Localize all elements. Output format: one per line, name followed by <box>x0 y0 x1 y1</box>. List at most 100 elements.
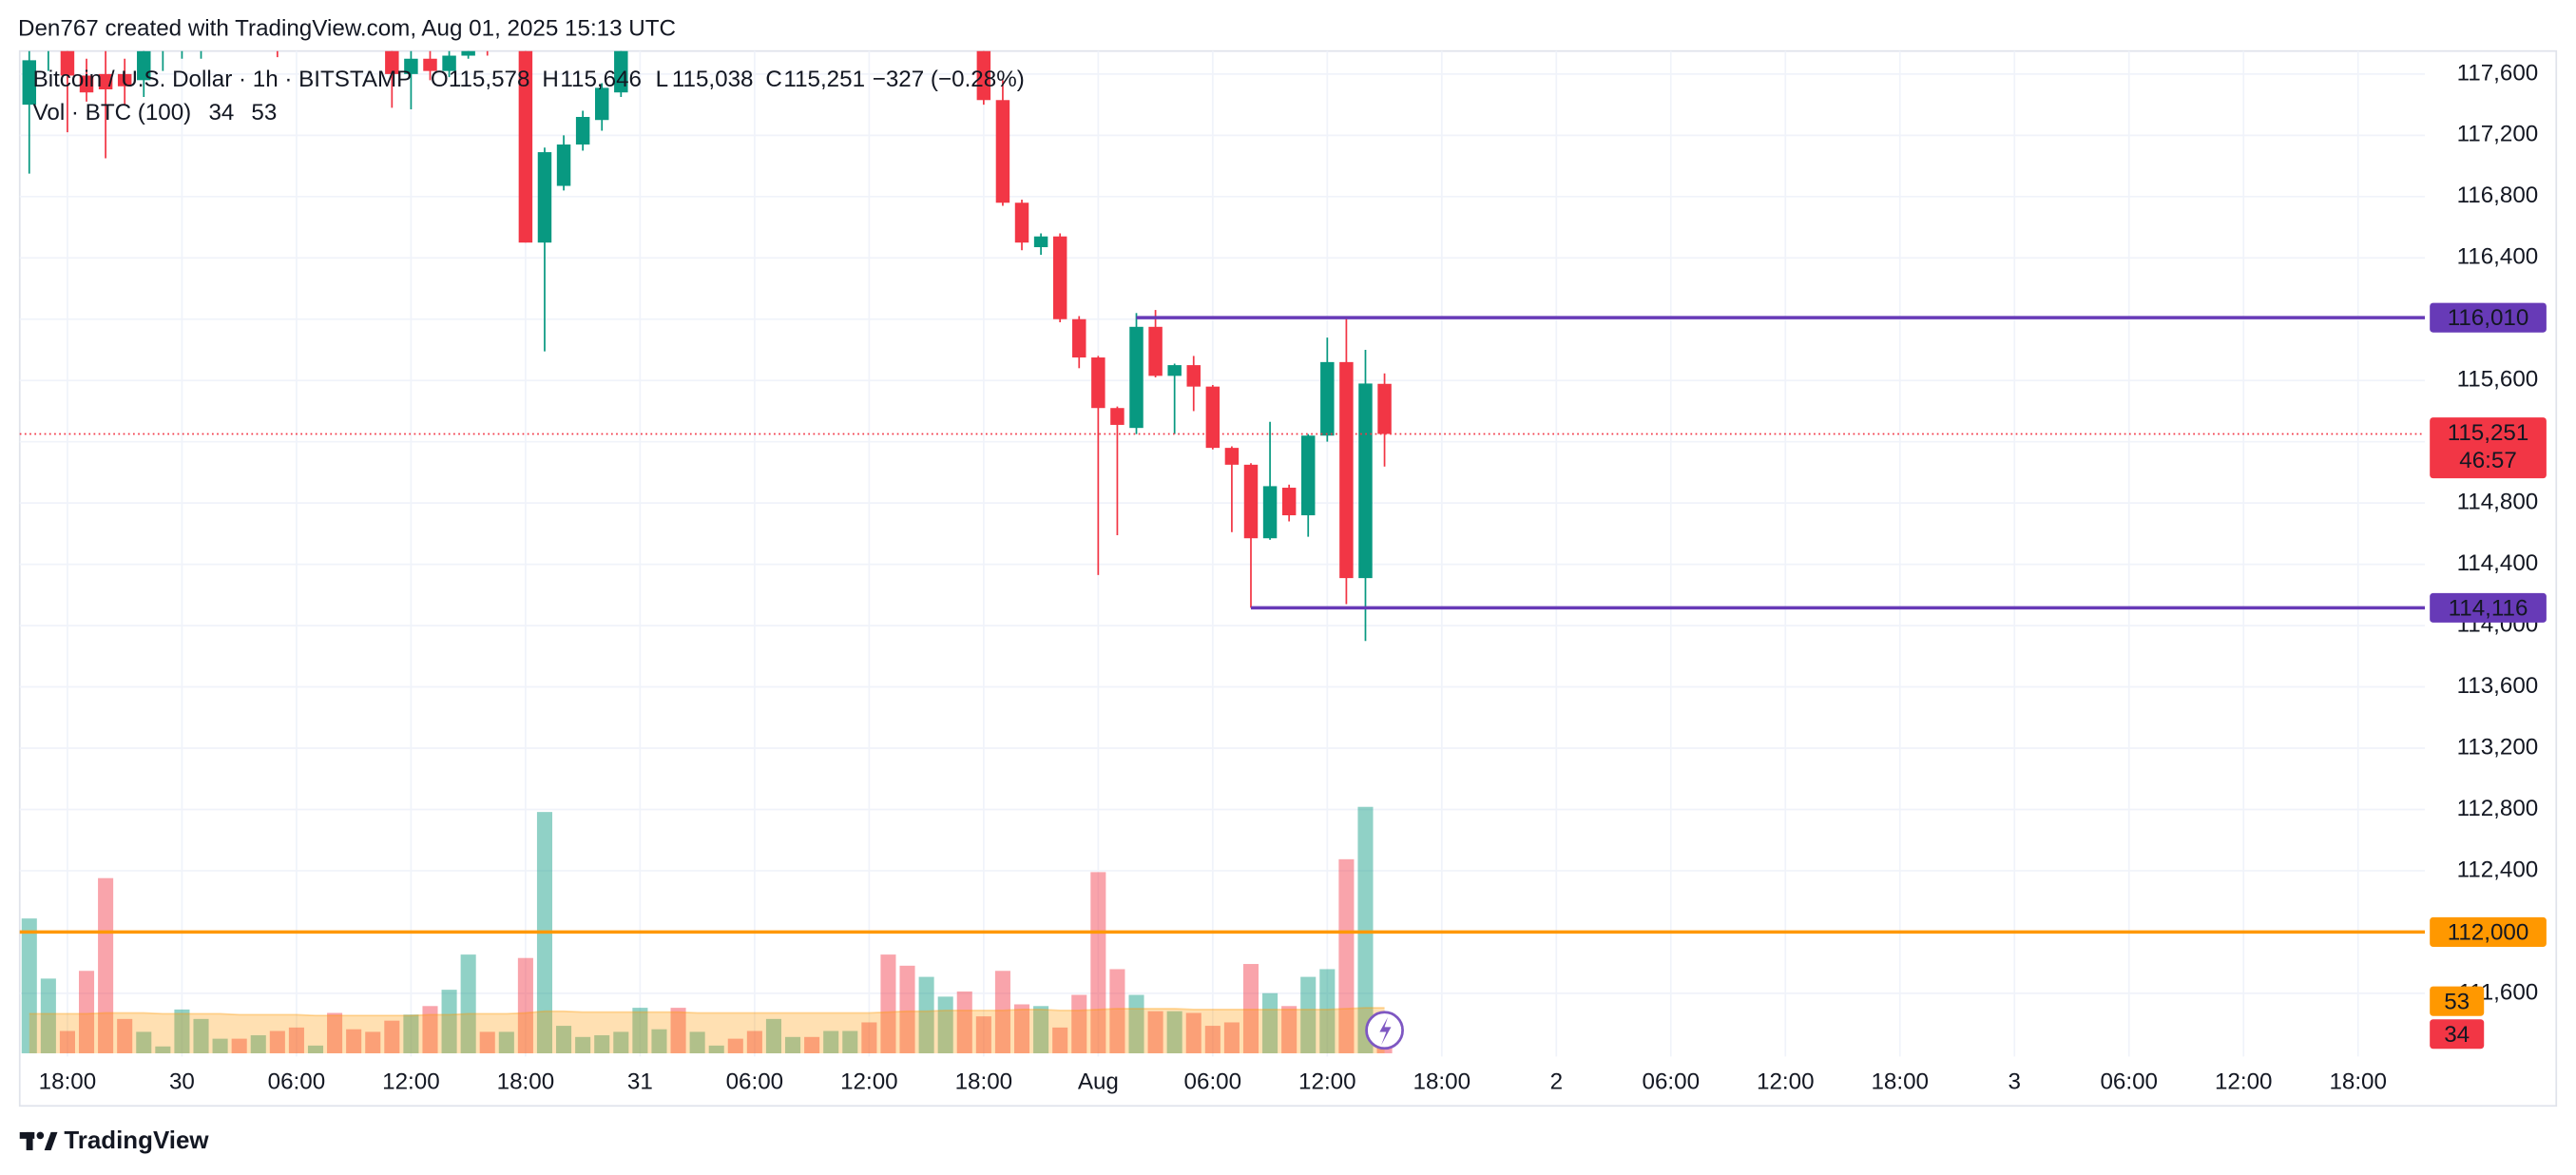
volume-bar <box>899 965 915 1053</box>
candle-body <box>1167 365 1182 376</box>
legend-key: O <box>431 67 449 92</box>
volume-bar <box>1262 992 1278 1053</box>
candle-body <box>60 50 75 76</box>
candle-body <box>1262 486 1278 539</box>
volume-bar <box>1013 1004 1030 1053</box>
candle-body <box>537 152 552 243</box>
volume-bar <box>765 1018 781 1053</box>
y-tick-label: 117,600 <box>2457 60 2539 86</box>
volume-bar <box>231 1038 247 1053</box>
volume-bar <box>956 991 972 1053</box>
volume-last-label: 34 <box>2444 1022 2470 1048</box>
volume-bar <box>1223 1022 1240 1053</box>
volume-bar <box>823 1031 839 1053</box>
volume-bar <box>1109 969 1125 1053</box>
grid-layer <box>19 50 2425 1057</box>
volume-ma-area <box>29 1008 1385 1053</box>
volume-bar <box>594 1035 610 1053</box>
y-tick-label: 116,800 <box>2457 183 2539 208</box>
level-label-box <box>2430 592 2547 623</box>
candle-body <box>98 73 113 89</box>
volume-bar <box>1147 1011 1163 1053</box>
legend: Den767 created with TradingView.com, Aug… <box>18 16 1025 125</box>
volume-bar <box>1357 806 1374 1053</box>
volume-bar <box>479 1031 495 1053</box>
legend-value: 115,038 <box>672 67 754 92</box>
candle-body <box>442 55 456 71</box>
volume-bar <box>708 1045 724 1053</box>
candle-body <box>1186 365 1201 387</box>
candle-body <box>995 100 1010 203</box>
volume-bar <box>117 1018 133 1053</box>
volume-layer <box>21 806 1393 1053</box>
volume-bar <box>327 1012 343 1053</box>
volume-bar <box>78 971 95 1053</box>
x-tick-label: 18:00 <box>497 1069 555 1094</box>
level-label: 116,010 <box>2448 305 2529 331</box>
legend-key: C <box>765 67 781 92</box>
volume-bar <box>632 1008 648 1053</box>
candle-body <box>575 117 590 145</box>
volume-bar <box>1033 1006 1049 1053</box>
volume-bar <box>1338 858 1355 1053</box>
volume-bar <box>575 1036 591 1053</box>
candle-body <box>1377 383 1392 434</box>
volume-bar <box>517 957 533 1053</box>
volume-bar <box>59 1031 75 1053</box>
x-tick-label: 18:00 <box>1413 1069 1471 1094</box>
footer-logo: TradingView <box>19 1127 209 1154</box>
x-tick-label: 06:00 <box>726 1069 784 1094</box>
candle-body <box>156 50 170 51</box>
candle-body <box>385 50 399 74</box>
candle-body <box>1243 464 1259 539</box>
candle-body <box>79 75 94 93</box>
volume-bar <box>307 1045 324 1053</box>
legend-change: −327 (−0.28%) <box>873 67 1025 92</box>
countdown-label: 46:57 <box>2459 448 2517 473</box>
legend-key: L <box>656 67 668 92</box>
candle-body <box>423 58 437 71</box>
volume-bar <box>1128 994 1144 1053</box>
candle-body <box>22 60 37 106</box>
candle-body <box>1110 408 1125 425</box>
x-tick-label: 12:00 <box>1757 1069 1815 1094</box>
volume-bar <box>422 1006 438 1053</box>
legend-value: 115,646 <box>560 67 642 92</box>
x-tick-label: 06:00 <box>268 1069 326 1094</box>
x-tick-label: 12:00 <box>382 1069 440 1094</box>
volume-bar <box>1185 1012 1201 1053</box>
volume-bar <box>1281 1006 1298 1053</box>
volume-legend-value: 34 <box>208 100 234 125</box>
volume-bar <box>689 1031 705 1053</box>
volume-bar <box>193 1018 209 1053</box>
volume-bar <box>460 954 476 1053</box>
x-tick-label: 2 <box>1550 1069 1563 1094</box>
logo-part <box>44 1131 58 1150</box>
x-tick-label: 3 <box>2009 1069 2021 1094</box>
volume-last-box <box>2430 1019 2485 1050</box>
x-tick-label: 18:00 <box>955 1069 1013 1094</box>
candle-body <box>1052 236 1067 319</box>
volume-bar <box>1204 1026 1221 1053</box>
candle-body <box>1033 236 1048 247</box>
overlay-layer: 18:00 30 06:00 12:00 18:00 31 06:00 12:00 18:00 A… <box>19 60 2547 1094</box>
symbol-title: Bitcoin / U.S. Dollar · 1h · BITSTAMP <box>33 67 413 92</box>
level-label-box <box>2430 302 2547 333</box>
y-tick-label: 117,200 <box>2457 122 2539 147</box>
header-text: Den767 created with TradingView.com, Aug… <box>18 16 676 42</box>
volume-bar <box>1071 994 1087 1053</box>
volume-bar <box>21 918 37 1053</box>
volume-bar <box>670 1008 686 1053</box>
x-tick-label: 06:00 <box>1184 1069 1242 1094</box>
level-label-box <box>2430 916 2547 947</box>
candle-body <box>976 50 991 101</box>
volume-bar <box>842 1031 858 1053</box>
last-price-box <box>2430 417 2547 479</box>
volume-bar <box>727 1038 743 1053</box>
chart-frame <box>18 49 2558 1108</box>
y-tick-label: 116,400 <box>2457 244 2539 270</box>
volume-bar <box>1319 969 1336 1053</box>
candle-body <box>1301 435 1316 516</box>
candle-body <box>137 50 151 81</box>
candle-body <box>1281 488 1297 516</box>
